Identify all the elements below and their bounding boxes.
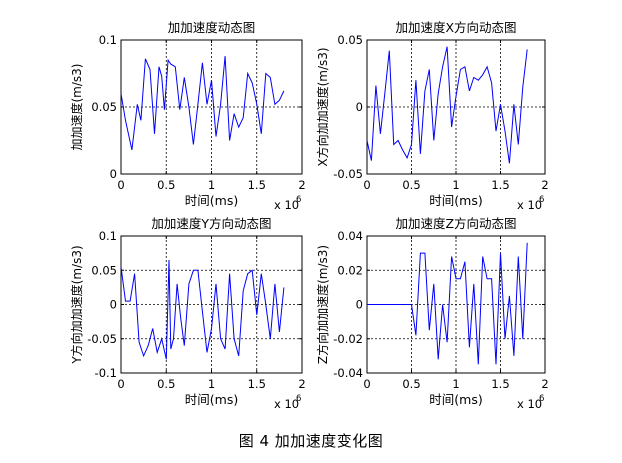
plot-bottom-right-y-tick-label: 0.04 (337, 229, 363, 243)
plot-bottom-left-x-tick-label: 0 (117, 377, 124, 391)
plot-bottom-right-x-multiplier: x 10 (517, 397, 542, 411)
plot-bottom-left-x-tick-label: 1.5 (248, 377, 266, 391)
plot-bottom-left-x-label: 时间(ms) (185, 392, 238, 407)
plot-top-left-title: 加加速度动态图 (168, 20, 256, 35)
plot-top-right-x-multiplier-exponent: 6 (539, 195, 544, 205)
plot-bottom-right-x-tick-label: 1.5 (491, 377, 509, 391)
plot-top-left-x-tick-label: 1.5 (248, 178, 266, 192)
plot-top-left-x-tick-label: 0 (117, 178, 124, 192)
plot-top-left-y-tick-label: 0.1 (99, 33, 117, 47)
plot-top-left-x-tick-label: 1 (208, 178, 215, 192)
plot-bottom-right-y-tick-label: -0.02 (333, 332, 363, 346)
plot-bottom-right-x-tick-label: 2 (541, 377, 548, 391)
plot-top-right-x-tick-label: 2 (541, 178, 548, 192)
plot-bottom-right-title: 加加速度Z方向动态图 (395, 216, 516, 231)
plot-bottom-left-y-tick-label: -0.1 (95, 366, 117, 380)
plot-bottom-right-x-label: 时间(ms) (429, 392, 482, 407)
plot-top-left-x-tick-label: 2 (298, 178, 305, 192)
plot-bottom-left-y-tick-label: 0 (110, 298, 117, 312)
plot-top-left-x-tick-label: 0.5 (157, 178, 175, 192)
plot-top-left-series-line (120, 56, 285, 151)
plot-top-left-y-tick-label: 0.05 (91, 100, 117, 114)
plot-top-right-series-line (366, 46, 528, 164)
plot-top-left-x-multiplier: x 10 (274, 198, 299, 212)
plot-bottom-right-series-line (367, 242, 528, 365)
plot-bottom-left-series-line (120, 259, 285, 360)
plot-top-right-x-label: 时间(ms) (429, 193, 482, 208)
plot-bottom-right-x-multiplier-exponent: 6 (539, 394, 544, 404)
plot-top-right-x-tick-label: 0.5 (402, 178, 420, 192)
plot-bottom-left-x-tick-label: 1 (208, 377, 215, 391)
plot-top-left-axes-box (120, 39, 303, 175)
plot-bottom-right-x-tick-label: 1 (452, 377, 459, 391)
plot-top-right-x-tick-label: 1 (452, 178, 459, 192)
plot-bottom-left-y-tick-label: -0.05 (87, 332, 117, 346)
plot-top-right-y-tick-label: 0.05 (337, 33, 363, 47)
plot-bottom-right-x-tick-label: 0.5 (402, 377, 420, 391)
plot-top-left-y-label: 加加速度(m/s3) (69, 64, 84, 151)
plot-top-left-y-tick-label: 0 (110, 167, 117, 181)
figure-caption: 图 4 加加速度变化图 (238, 432, 384, 450)
plot-top-right-y-tick-label: 0 (356, 100, 363, 114)
plot-bottom-right-x-tick-label: 0 (363, 377, 370, 391)
plot-bottom-left-x-multiplier-exponent: 6 (296, 394, 301, 404)
plot-bottom-left-x-multiplier: x 10 (274, 397, 299, 411)
plot-bottom-left-y-label: Y方向加加速度(m/s3) (69, 245, 84, 364)
plot-bottom-right-y-tick-label: 0 (356, 298, 363, 312)
plot-top-right-y-tick-label: -0.05 (333, 167, 363, 181)
plot-bottom-left-y-tick-label: 0.05 (91, 263, 117, 277)
plot-top-right-x-tick-label: 1.5 (491, 178, 509, 192)
plot-top-right-title: 加加速度X方向动态图 (395, 20, 516, 35)
plot-top-right-x-tick-label: 0 (363, 178, 370, 192)
plot-top-right-x-multiplier: x 10 (517, 198, 542, 212)
plot-bottom-right-y-tick-label: -0.04 (333, 366, 363, 380)
plot-top-right-y-label: X方向加加速度(m/s3) (315, 47, 330, 166)
plot-bottom-left: 0 0.5 1 1.5 2 -0.1 -0.05 0 0.05 0.1 加加速度Y方向动态图时间(m… (69, 216, 306, 411)
plot-bottom-left-y-tick-label: 0.1 (99, 229, 117, 243)
plot-bottom-right-y-tick-label: 0.02 (337, 263, 363, 277)
plot-bottom-right-y-label: Z方向加加速度(m/s3) (315, 245, 330, 364)
plot-bottom-left-x-tick-label: 0.5 (157, 377, 175, 391)
plot-bottom-right: 0 0.5 1 1.5 2 -0.04 -0.02 0 0.02 0.04 加加速度Z方向动态图时间… (315, 216, 549, 411)
plot-top-left-x-multiplier-exponent: 6 (296, 195, 301, 205)
plot-bottom-left-title: 加加速度Y方向动态图 (151, 216, 271, 231)
plot-bottom-left-x-tick-label: 2 (298, 377, 305, 391)
plot-top-left-x-label: 时间(ms) (185, 193, 238, 208)
